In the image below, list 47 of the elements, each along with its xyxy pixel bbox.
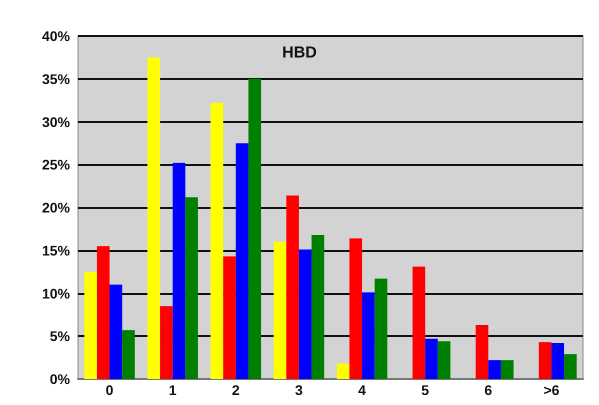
bar xyxy=(438,341,450,379)
bar xyxy=(248,78,262,379)
bar xyxy=(236,143,248,379)
bar xyxy=(185,197,198,379)
y-tick-label: 0% xyxy=(50,371,71,387)
x-tick-label: 5 xyxy=(421,382,430,398)
bar xyxy=(551,342,564,379)
y-tick-label: 5% xyxy=(50,328,71,344)
y-tick-label: 40% xyxy=(42,28,71,44)
bar xyxy=(223,256,236,379)
x-tick-label: >6 xyxy=(543,382,560,398)
bar xyxy=(425,338,438,379)
bar xyxy=(564,354,577,379)
x-tick-label: 2 xyxy=(232,382,240,398)
x-tick-label: 1 xyxy=(168,382,177,398)
bar xyxy=(312,234,324,379)
x-tick-label: 4 xyxy=(358,382,366,398)
x-tick-label: 6 xyxy=(484,382,492,398)
bar xyxy=(374,278,388,379)
bar xyxy=(298,250,312,379)
bar xyxy=(84,272,97,379)
bar xyxy=(274,242,286,379)
bar xyxy=(210,102,224,379)
bar xyxy=(110,284,122,379)
y-tick-label: 10% xyxy=(42,285,71,302)
bar xyxy=(286,195,299,379)
bar xyxy=(122,330,135,379)
y-tick-label: 15% xyxy=(42,242,71,258)
x-tick-label: 3 xyxy=(295,382,304,398)
y-tick-label: 30% xyxy=(42,114,71,130)
bar xyxy=(349,238,362,379)
bar xyxy=(362,292,375,379)
y-tick-label: 20% xyxy=(42,200,71,216)
bar xyxy=(476,324,488,379)
y-tick-label: 35% xyxy=(42,70,71,87)
text: HBD xyxy=(282,44,317,62)
y-tick-label: 25% xyxy=(42,156,71,173)
bar xyxy=(538,342,552,379)
x-tick-label: 0 xyxy=(106,382,114,398)
bar xyxy=(172,162,186,379)
bar xyxy=(160,306,173,379)
bar xyxy=(500,360,514,379)
bar xyxy=(412,266,426,379)
bar xyxy=(336,364,350,379)
bar xyxy=(96,246,110,379)
bar xyxy=(488,360,501,379)
bar xyxy=(147,57,160,379)
